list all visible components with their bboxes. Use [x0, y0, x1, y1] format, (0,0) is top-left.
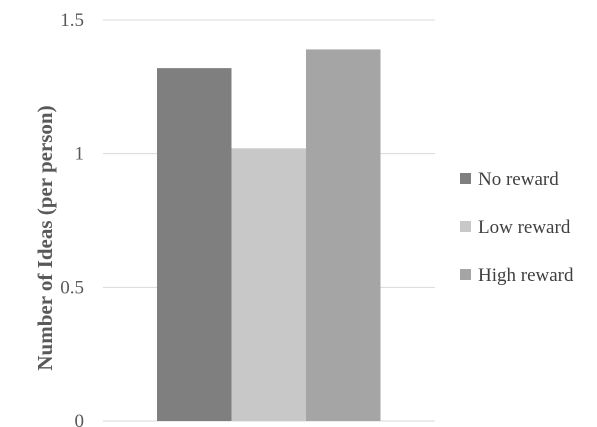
legend-label: No reward: [478, 169, 559, 190]
y-axis-ticks: 0 0.5 1 1.5: [60, 10, 84, 427]
bar-high-reward: [306, 49, 381, 421]
y-tick-label: 0: [75, 411, 85, 427]
bars: [157, 49, 381, 422]
y-tick-label: 0.5: [60, 277, 84, 298]
legend-swatch: [460, 269, 471, 280]
legend-swatch: [460, 173, 471, 184]
bar-low-reward: [231, 148, 306, 421]
y-tick-label: 1.5: [60, 10, 84, 31]
legend: No reward Low reward High reward: [460, 169, 574, 286]
y-axis-label: Number of Ideas (per person): [33, 105, 57, 370]
legend-swatch: [460, 221, 471, 232]
y-tick-label: 1: [75, 144, 85, 165]
bar-no-reward: [157, 68, 232, 422]
legend-label: Low reward: [478, 217, 571, 238]
legend-label: High reward: [478, 265, 574, 286]
